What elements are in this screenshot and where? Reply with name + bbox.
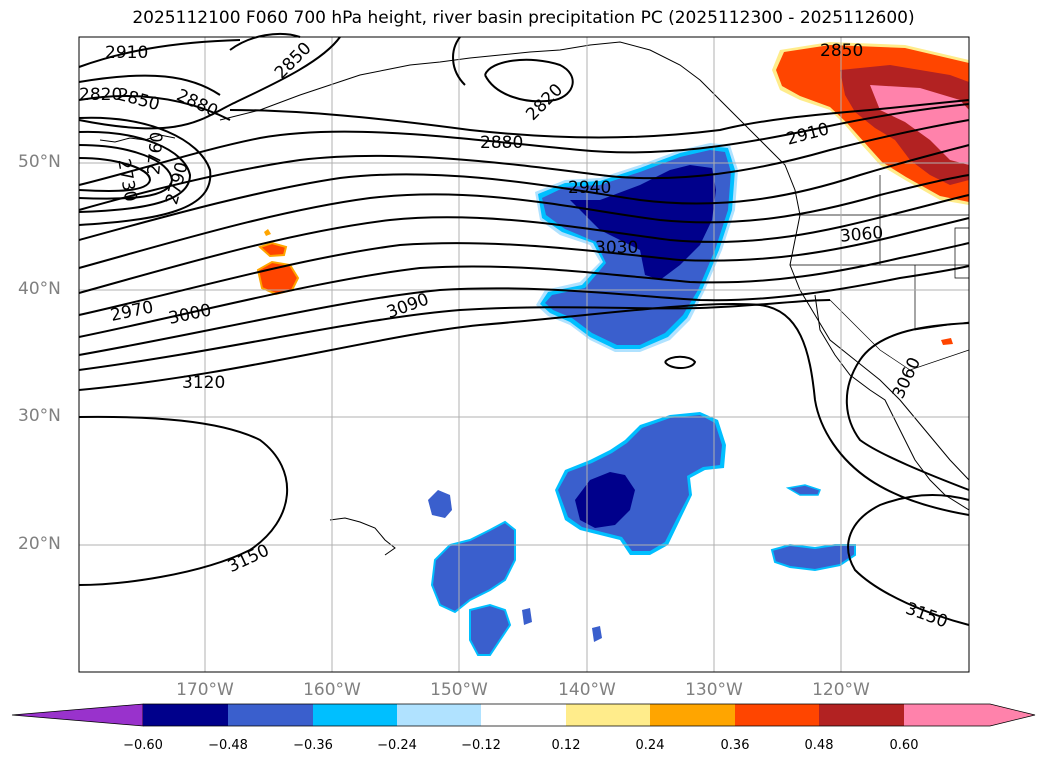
colorbar-tick: −0.48 (208, 738, 248, 753)
contour-label: 2940 (568, 178, 611, 198)
lat-label-50n: 50°N (18, 152, 61, 172)
lon-label-130w: 130°W (685, 680, 743, 700)
colorbar-extend-high (904, 704, 1035, 726)
colorbar-segment (397, 704, 481, 726)
colorbar-extend-low (11, 703, 144, 727)
colorbar-tick: 0.24 (635, 738, 665, 753)
colorbar-tick: 0.48 (804, 738, 834, 753)
colorbar-tick: −0.12 (461, 738, 501, 753)
graticule (79, 37, 969, 672)
colorbar-tick: −0.60 (123, 738, 163, 753)
coastlines (99, 41, 970, 556)
contour-label: 2760 (144, 131, 168, 176)
lon-label-160w: 160°W (303, 680, 361, 700)
lon-label-120w: 120°W (812, 680, 870, 700)
colorbar-tick: −0.36 (293, 738, 333, 753)
colorbar-segment (650, 704, 735, 726)
colorbar-segment (481, 704, 566, 726)
precip-positive-small (256, 229, 953, 345)
map-title: 2025112100 F060 700 hPa height, river ba… (132, 8, 915, 28)
colorbar-segment (228, 704, 313, 726)
contour-label: 2850 (820, 41, 863, 61)
colorbar (11, 703, 1036, 727)
colorbar-tick: 0.12 (551, 738, 581, 753)
contour-label: 2820 (79, 85, 122, 105)
colorbar-tick: 0.60 (889, 738, 919, 753)
colorbar-tick: −0.24 (377, 738, 417, 753)
colorbar-segment (313, 704, 397, 726)
colorbar-tick: 0.36 (720, 738, 750, 753)
contour-label: 3060 (839, 223, 884, 247)
colorbar-segment (735, 704, 819, 726)
map-background (79, 37, 969, 672)
lat-label-40n: 40°N (18, 279, 61, 299)
contour-label: 2880 (480, 133, 523, 153)
contour-label: 2910 (105, 43, 148, 63)
height-contours (78, 32, 970, 626)
precip-negative-south (428, 412, 856, 656)
lon-label-170w: 170°W (176, 680, 234, 700)
colorbar-segment (143, 704, 228, 726)
lon-label-140w: 140°W (558, 680, 616, 700)
colorbar-segment (819, 704, 904, 726)
colorbar-segment (566, 704, 650, 726)
contour-label: 3120 (182, 373, 225, 393)
lon-label-150w: 150°W (430, 680, 488, 700)
lat-label-20n: 20°N (18, 534, 61, 554)
map-frame (78, 36, 970, 673)
lat-label-30n: 30°N (18, 406, 61, 426)
contour-label: 3030 (595, 238, 638, 258)
